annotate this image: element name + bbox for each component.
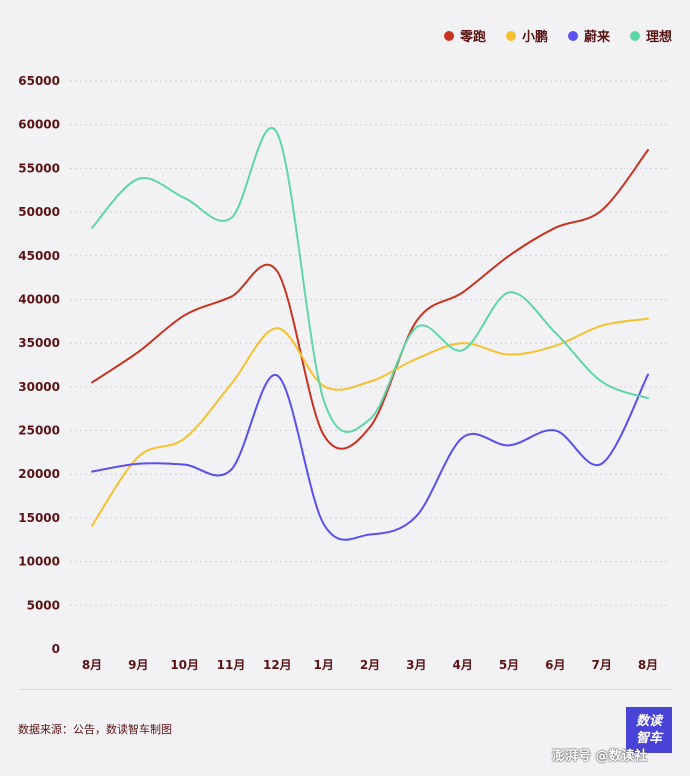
x-tick-label: 6月 — [545, 658, 565, 672]
x-tick-label: 7月 — [591, 658, 611, 672]
y-tick-label: 40000 — [18, 292, 60, 306]
x-axis-ticks: 8月 9月 10月 11月 12月 1月 2月 3月 4月 5月 6月 7月 8月 — [82, 658, 658, 672]
x-tick-label: 8月 — [638, 658, 658, 672]
y-tick-label: 15000 — [18, 511, 60, 525]
x-tick-label: 2月 — [360, 658, 380, 672]
y-tick-label: 50000 — [18, 205, 60, 219]
legend-dot-icon — [443, 30, 454, 41]
data-source-note: 数据来源：公告，数读智车制图 — [18, 723, 172, 736]
chart-legend: 零跑 小鹏 蔚来 理想 — [443, 26, 672, 45]
legend-dot-icon — [505, 30, 516, 41]
series-line-3 — [91, 127, 649, 433]
series-line-1 — [91, 317, 649, 527]
legend-dot-icon — [629, 30, 640, 41]
x-tick-label: 12月 — [263, 658, 292, 672]
legend-label: 理想 — [645, 30, 672, 45]
y-tick-label: 65000 — [18, 74, 60, 88]
y-tick-label: 0 — [52, 642, 60, 656]
chart-gridlines — [70, 80, 670, 606]
legend-label: 小鹏 — [521, 30, 548, 45]
y-axis-ticks: 0 5000 10000 15000 20000 25000 30000 35000 40000… — [18, 74, 60, 656]
x-tick-label: 3月 — [406, 658, 426, 672]
footer-divider — [18, 689, 672, 690]
watermark: 澎湃号 @数读社 — [552, 749, 648, 764]
legend-label: 蔚来 — [583, 30, 610, 45]
x-tick-label: 10月 — [170, 658, 199, 672]
brand-logo: 数读 智车 — [626, 707, 672, 753]
y-tick-label: 45000 — [18, 249, 60, 263]
y-tick-label: 20000 — [18, 467, 60, 481]
series-line-2 — [91, 373, 649, 541]
y-tick-label: 25000 — [18, 424, 60, 438]
y-tick-label: 10000 — [18, 555, 60, 569]
x-tick-label: 9月 — [128, 658, 148, 672]
legend-label: 零跑 — [459, 30, 486, 45]
legend-item: 蔚来 — [567, 26, 610, 45]
x-tick-label: 11月 — [217, 658, 246, 672]
legend-item: 理想 — [629, 26, 672, 45]
y-tick-label: 60000 — [18, 118, 60, 132]
chart-series-lines — [91, 127, 649, 541]
legend-item: 零跑 — [443, 26, 486, 45]
line-chart: 0 5000 10000 15000 20000 25000 30000 35000 40000… — [18, 74, 670, 672]
x-tick-label: 8月 — [82, 658, 102, 672]
series-line-0 — [91, 149, 649, 450]
y-tick-label: 30000 — [18, 380, 60, 394]
y-tick-label: 35000 — [18, 336, 60, 350]
x-tick-label: 1月 — [313, 658, 333, 672]
legend-item: 小鹏 — [505, 26, 548, 45]
y-tick-label: 5000 — [27, 598, 60, 612]
legend-dot-icon — [567, 30, 578, 41]
y-tick-label: 55000 — [18, 161, 60, 175]
x-tick-label: 4月 — [452, 658, 472, 672]
x-tick-label: 5月 — [499, 658, 519, 672]
